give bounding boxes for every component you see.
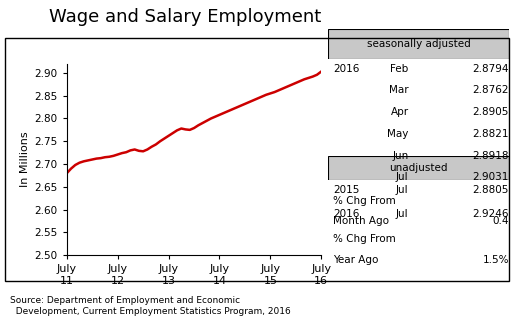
Text: unadjusted: unadjusted — [389, 163, 448, 173]
Bar — [5, 38, 509, 281]
Text: Apr: Apr — [391, 107, 409, 117]
Text: Wage and Salary Employment: Wage and Salary Employment — [49, 8, 321, 26]
Text: seasonally adjusted: seasonally adjusted — [366, 39, 470, 49]
Text: 2016: 2016 — [333, 209, 359, 219]
Text: Mar: Mar — [389, 85, 409, 95]
Text: 2.8794: 2.8794 — [472, 64, 509, 74]
Text: 2.8762: 2.8762 — [472, 85, 509, 95]
Text: Source: Department of Employment and Economic
  Development, Current Employment : Source: Department of Employment and Eco… — [10, 296, 291, 316]
Text: Month Ago: Month Ago — [333, 216, 389, 226]
Text: Jun: Jun — [392, 151, 409, 160]
Text: Feb: Feb — [390, 64, 409, 74]
Text: Jul: Jul — [396, 172, 409, 182]
Text: 2.8918: 2.8918 — [472, 151, 509, 160]
Text: Year Ago: Year Ago — [333, 255, 378, 265]
Y-axis label: In Millions: In Millions — [21, 132, 30, 187]
Text: May: May — [387, 129, 409, 139]
Text: 2.9031: 2.9031 — [472, 172, 509, 182]
Text: Jul: Jul — [396, 209, 409, 219]
Text: 2.9246: 2.9246 — [472, 209, 509, 219]
Text: 2.8905: 2.8905 — [472, 107, 509, 117]
Text: % Chg From: % Chg From — [333, 196, 396, 205]
Text: 1.5%: 1.5% — [482, 255, 509, 265]
Text: % Chg From: % Chg From — [333, 234, 396, 244]
Text: 0.4: 0.4 — [492, 216, 509, 226]
Text: 2015: 2015 — [333, 185, 359, 195]
Text: 2.8805: 2.8805 — [472, 185, 509, 195]
Text: 2.8821: 2.8821 — [472, 129, 509, 139]
Text: 2016: 2016 — [333, 64, 359, 74]
Text: Jul: Jul — [396, 185, 409, 195]
